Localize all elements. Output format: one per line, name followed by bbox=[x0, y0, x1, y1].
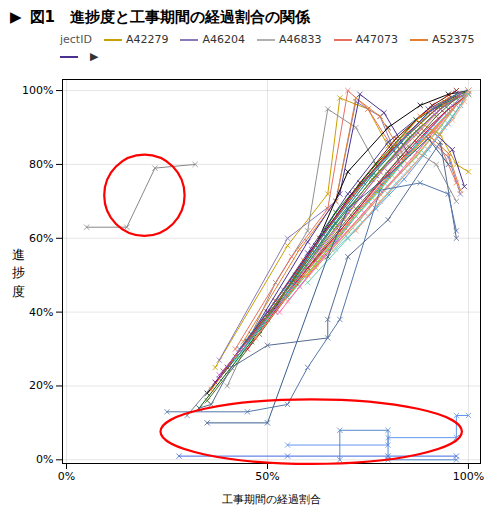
html-text:図1 進捗度と工事期間の経過割合の関係: 図1 進捗度と工事期間の経過割合の関係 bbox=[29, 8, 310, 26]
svg-text:50%: 50% bbox=[255, 470, 279, 483]
html-text:A46833: A46833 bbox=[279, 33, 322, 46]
html-text:A52375: A52375 bbox=[432, 33, 475, 46]
svg-text:100%: 100% bbox=[22, 84, 53, 97]
svg-text:100%: 100% bbox=[453, 470, 484, 483]
svg-text:80%: 80% bbox=[29, 158, 53, 171]
svg-text:60%: 60% bbox=[29, 232, 53, 245]
svg-text:工事期間の経過割合: 工事期間の経過割合 bbox=[222, 493, 321, 506]
svg-text:20%: 20% bbox=[29, 379, 53, 392]
html-text:jectID: jectID bbox=[60, 33, 92, 46]
svg-text:40%: 40% bbox=[29, 306, 53, 319]
html-text:A47073: A47073 bbox=[355, 33, 398, 46]
svg-text:進捗度: 進捗度 bbox=[12, 247, 25, 298]
html-text:A46204: A46204 bbox=[202, 33, 245, 46]
html-text:A42279: A42279 bbox=[125, 33, 169, 46]
svg-text:0%: 0% bbox=[58, 470, 75, 483]
svg-text:0%: 0% bbox=[36, 453, 53, 466]
